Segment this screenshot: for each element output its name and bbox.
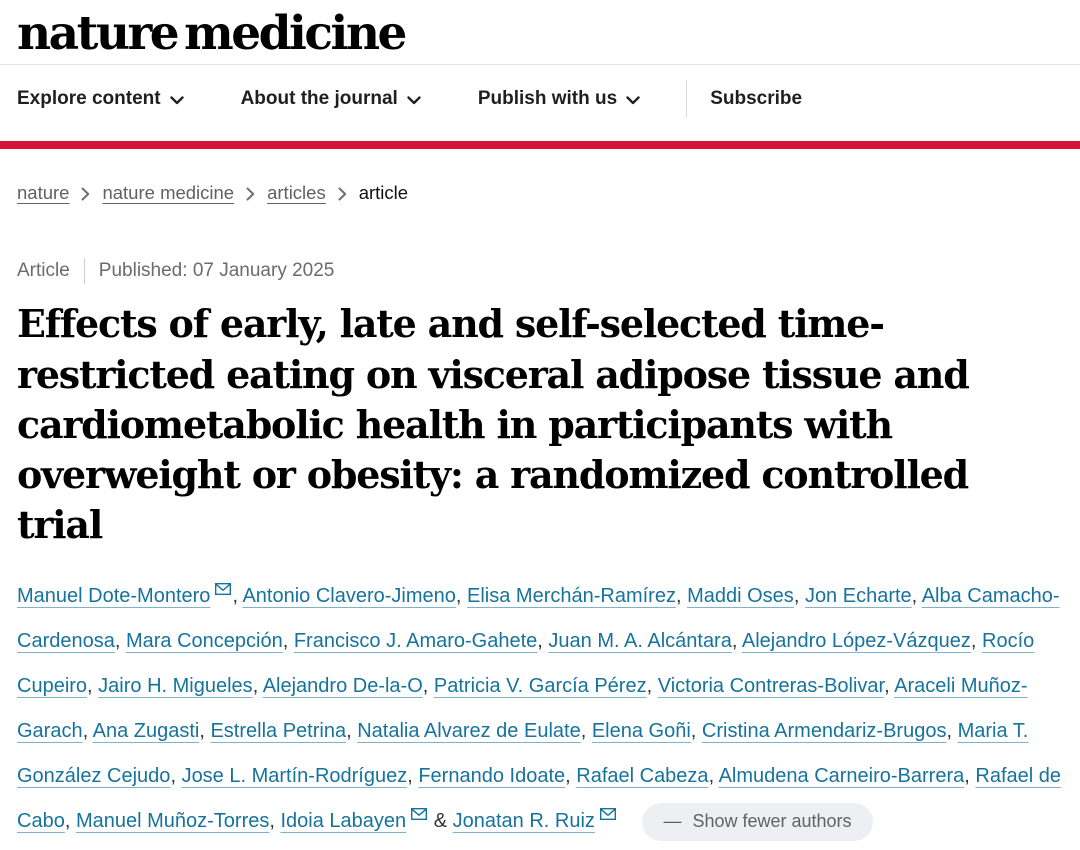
- author-link[interactable]: Idoia Labayen: [280, 810, 407, 833]
- show-fewer-authors-button[interactable]: — Show fewer authors: [642, 803, 873, 841]
- author-link[interactable]: Alba Camacho-Cardenosa: [17, 585, 1060, 653]
- article-page: nature nature medicine articles article …: [0, 182, 1080, 844]
- author-link[interactable]: Patricia V. García Pérez: [433, 675, 647, 698]
- author-link[interactable]: Rafael Cabeza: [576, 765, 709, 788]
- author-separator: ,: [731, 630, 742, 653]
- email-icon: [411, 808, 428, 821]
- author-separator: ,: [199, 720, 211, 743]
- site-header: nature medicine Explore content About th…: [0, 0, 1080, 150]
- author-separator: ,: [82, 720, 93, 743]
- article-title: Effects of early, late and self-selected…: [17, 301, 970, 547]
- author-link[interactable]: Juan M. A. Alcántara: [548, 630, 732, 653]
- article-meta: Article Published: 07 January 2025: [17, 258, 1063, 285]
- nav-publish-with-us[interactable]: Publish with us: [478, 88, 640, 110]
- author-separator: ,: [690, 720, 702, 743]
- nav-about-the-journal[interactable]: About the journal: [241, 88, 421, 110]
- author-paragraph: Manuel Dote-Montero, Antonio Clavero-Jim…: [17, 574, 1063, 844]
- author-link[interactable]: Jon Echarte: [804, 585, 912, 608]
- author-separator: ,: [970, 630, 983, 653]
- main-nav: Explore content About the journal Publis…: [0, 64, 1080, 132]
- show-fewer-label: Show fewer authors: [692, 811, 852, 832]
- author-separator: ,: [537, 630, 549, 653]
- author-link[interactable]: Victoria Contreras-Bolivar: [657, 675, 885, 698]
- author-link[interactable]: Natalia Alvarez de Eulate: [357, 720, 581, 743]
- meta-divider: [83, 258, 85, 285]
- breadcrumb-link-nature[interactable]: nature: [17, 182, 70, 204]
- author-separator: ,: [884, 675, 895, 698]
- author-separator: ,: [114, 630, 126, 653]
- breadcrumb: nature nature medicine articles article: [17, 182, 1063, 204]
- published-label: Published:: [98, 260, 188, 282]
- author-link[interactable]: Rafael de Cabo: [17, 765, 1061, 833]
- author-link[interactable]: Alejandro López-Vázquez: [741, 630, 971, 653]
- journal-logo[interactable]: nature medicine: [17, 6, 407, 61]
- nav-about-the-journal-label: About the journal: [240, 87, 398, 109]
- author-separator: ,: [946, 720, 958, 743]
- author-link[interactable]: Manuel Muñoz-Torres: [75, 810, 270, 833]
- minus-icon: —: [663, 811, 682, 832]
- author-link[interactable]: Maddi Oses: [687, 585, 794, 608]
- author-link[interactable]: Cristina Armendariz-Brugos: [701, 720, 947, 743]
- published-line: Published: 07 January 2025: [99, 260, 335, 282]
- author-separator: ,: [675, 585, 688, 608]
- author-separator: ,: [422, 675, 434, 698]
- nav-explore-content[interactable]: Explore content: [17, 88, 184, 110]
- author-link[interactable]: Rocío Cupeiro: [17, 630, 1035, 698]
- author-link[interactable]: Ana Zugasti: [92, 720, 200, 743]
- author-separator: ,: [64, 810, 76, 833]
- author-separator: ,: [646, 675, 658, 698]
- author-link[interactable]: Elisa Merchán-Ramírez: [467, 585, 676, 608]
- author-separator: ,: [580, 720, 592, 743]
- author-separator: ,: [964, 765, 976, 788]
- author-separator: ,: [455, 585, 468, 608]
- author-link[interactable]: Almudena Carneiro-Barrera: [718, 765, 965, 788]
- author-separator: ,: [407, 765, 419, 788]
- author-link[interactable]: Estrella Petrina: [210, 720, 347, 743]
- nav-subscribe[interactable]: Subscribe: [710, 87, 803, 109]
- chevron-right-icon: [338, 187, 346, 201]
- author-link[interactable]: Elena Goñi: [591, 720, 691, 743]
- author-separator: ,: [282, 630, 294, 653]
- author-link[interactable]: Fernando Idoate: [418, 765, 566, 788]
- author-list: Manuel Dote-Montero, Antonio Clavero-Jim…: [17, 583, 1061, 833]
- chevron-down-icon: [407, 96, 421, 104]
- author-separator: ,: [793, 585, 805, 608]
- article-type-label: Article: [17, 260, 70, 282]
- author-link[interactable]: Maria T. González Cejudo: [17, 720, 1029, 788]
- author-separator: ,: [252, 675, 263, 698]
- author-link[interactable]: Jairo H. Migueles: [98, 675, 253, 698]
- email-icon: [599, 808, 616, 821]
- published-date: 07 January 2025: [192, 260, 335, 282]
- breadcrumb-link-nature-medicine[interactable]: nature medicine: [102, 182, 235, 204]
- author-separator: ,: [232, 585, 243, 608]
- author-link[interactable]: Mara Concepción: [125, 630, 283, 653]
- breadcrumb-current: article: [358, 182, 409, 204]
- author-link[interactable]: Araceli Muñoz-Garach: [17, 675, 1028, 743]
- nav-divider: [686, 79, 688, 118]
- author-separator: ,: [269, 810, 281, 833]
- author-link[interactable]: Alejandro De-la-O: [262, 675, 423, 698]
- author-separator: ,: [346, 720, 358, 743]
- email-icon: [215, 583, 232, 596]
- author-link[interactable]: Francisco J. Amaro-Gahete: [293, 630, 538, 653]
- author-separator: ,: [911, 585, 922, 608]
- nav-publish-with-us-label: Publish with us: [477, 87, 618, 109]
- author-separator: ,: [170, 765, 182, 788]
- chevron-down-icon: [626, 96, 640, 104]
- author-separator: ,: [87, 675, 99, 698]
- author-link[interactable]: Antonio Clavero-Jimeno: [242, 585, 456, 608]
- brand-accent-bar: [0, 141, 1080, 150]
- author-link[interactable]: Jose L. Martín-Rodríguez: [181, 765, 408, 788]
- author-separator: ,: [708, 765, 719, 788]
- author-link[interactable]: Jonatan R. Ruiz: [452, 810, 595, 833]
- author-link[interactable]: Manuel Dote-Montero: [17, 585, 211, 608]
- author-separator: &: [428, 810, 453, 833]
- author-separator: ,: [565, 765, 577, 788]
- breadcrumb-link-articles[interactable]: articles: [267, 182, 326, 204]
- chevron-right-icon: [246, 187, 255, 201]
- nav-explore-content-label: Explore content: [17, 87, 161, 109]
- chevron-down-icon: [169, 96, 184, 104]
- chevron-right-icon: [81, 187, 90, 201]
